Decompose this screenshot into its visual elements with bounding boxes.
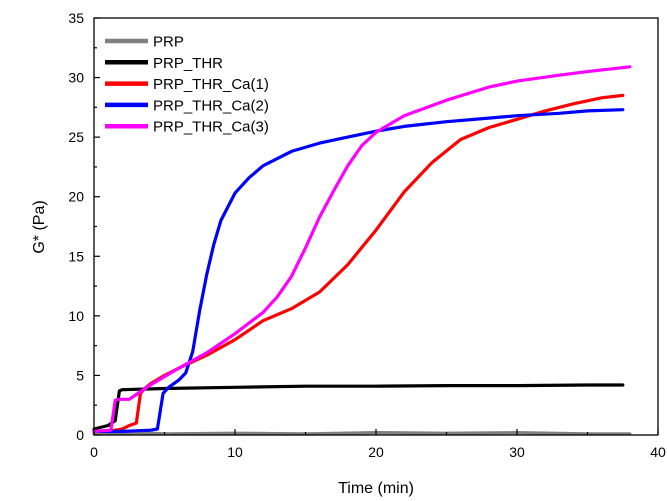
legend-label: PRP_THR	[153, 55, 223, 72]
series-line-1	[92, 383, 625, 431]
y-axis-title: G* (Pa)	[31, 200, 48, 253]
series-line-4	[92, 65, 632, 433]
legend-label: PRP_THR_Ca(2)	[153, 97, 269, 114]
series-line-0	[92, 431, 632, 436]
legend-item-2: PRP_THR_Ca(1)	[105, 76, 269, 93]
x-tick-label: 0	[90, 444, 98, 460]
legend-label: PRP	[153, 34, 184, 51]
y-tick-label: 15	[68, 248, 84, 264]
plot-lines	[92, 65, 632, 436]
legend-item-1: PRP_THR	[105, 55, 223, 72]
axis-ticks	[93, 17, 659, 436]
x-tick-label: 40	[650, 444, 666, 460]
y-tick-label: 30	[68, 70, 84, 86]
legend-item-0: PRP	[105, 34, 184, 51]
y-tick-label: 20	[68, 189, 84, 205]
x-tick-label: 20	[368, 444, 384, 460]
y-tick-label: 5	[76, 367, 84, 383]
x-tick-label: 30	[509, 444, 525, 460]
series-line-3	[92, 108, 625, 433]
y-tick-label: 25	[68, 129, 84, 145]
legend-item-4: PRP_THR_Ca(3)	[105, 119, 269, 136]
y-tick-label: 35	[68, 10, 84, 26]
legend-label: PRP_THR_Ca(3)	[153, 119, 269, 136]
legend-item-3: PRP_THR_Ca(2)	[105, 97, 269, 114]
x-tick-label: 10	[227, 444, 243, 460]
x-axis-title: Time (min)	[338, 480, 414, 497]
legend: PRP PRP_THR PRP_THR_Ca(1) PRP_THR_Ca(2) PRP_…	[105, 34, 269, 136]
y-tick-label: 10	[68, 308, 84, 324]
legend-label: PRP_THR_Ca(1)	[153, 76, 269, 93]
series-line-2	[92, 93, 625, 433]
y-tick-label: 0	[76, 427, 84, 443]
tick-labels: 0 10 20 30 40 0 5 10 15 20 25 30 35	[68, 10, 666, 460]
